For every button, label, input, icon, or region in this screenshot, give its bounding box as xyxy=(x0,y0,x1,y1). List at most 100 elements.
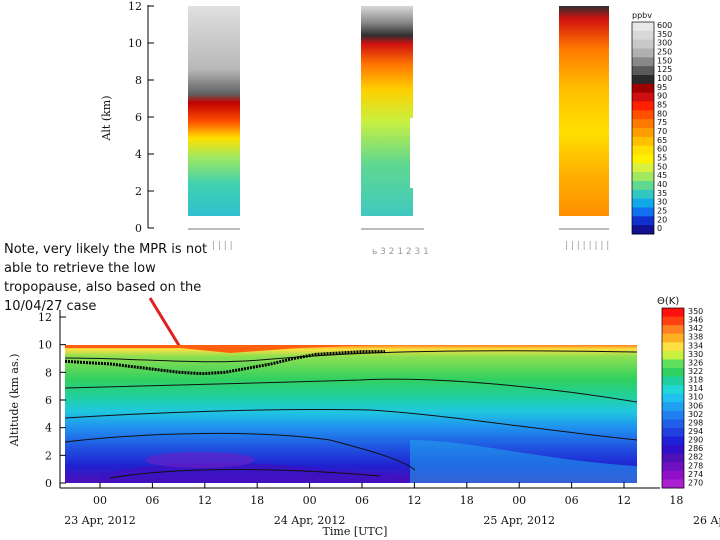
colorbar-label: 290 xyxy=(688,436,703,445)
colorbar-label: 95 xyxy=(657,83,667,92)
colorbar-swatch xyxy=(632,136,654,147)
bottom-x-tick-label: 12 xyxy=(198,494,212,507)
colorbar-swatch xyxy=(632,207,654,217)
bottom-y-tick-label: 12 xyxy=(38,311,52,324)
colorbar-swatch xyxy=(662,479,684,489)
tropopause-markers xyxy=(64,350,385,376)
bottom-x-tick-label: 00 xyxy=(93,494,107,507)
colorbar-label: 334 xyxy=(688,341,703,350)
colorbar-label: 150 xyxy=(657,56,672,65)
colorbar-label: 50 xyxy=(657,162,667,171)
top-colorbar-unit: ppbv xyxy=(632,11,652,20)
colorbar-swatch xyxy=(662,368,684,378)
colorbar-label: 342 xyxy=(688,324,703,333)
colorbar-label: 45 xyxy=(657,171,667,180)
bottom-theta-chart: 0 2 4 6 8 10 12 00 06 12 18 00 06 12 18 00 06 12 18 23 Ap… xyxy=(8,296,720,538)
top-y-tick-label: 10 xyxy=(128,37,142,50)
colorbar-label: 322 xyxy=(688,367,703,376)
colorbar-swatch xyxy=(632,57,654,67)
colorbar-swatch xyxy=(662,393,684,403)
colorbar-label: 310 xyxy=(688,393,703,402)
bottom-date-label: 26 Apr, 2012 xyxy=(693,514,720,527)
colorbar-label: 350 xyxy=(657,30,672,39)
top-y-tick-label: 6 xyxy=(135,111,142,124)
colorbar-swatch xyxy=(662,402,684,412)
colorbar-label: 306 xyxy=(688,401,703,410)
colorbar-swatch xyxy=(662,342,684,352)
colorbar-swatch xyxy=(662,385,684,395)
colorbar-swatch xyxy=(662,308,684,318)
colorbar-label: 270 xyxy=(688,478,703,487)
colorbar-label: 75 xyxy=(657,118,667,127)
colorbar-label: 298 xyxy=(688,418,703,427)
colorbar-swatch xyxy=(662,470,684,480)
colorbar-swatch xyxy=(662,350,684,360)
colorbar-label: 30 xyxy=(657,198,667,207)
colorbar-label: 346 xyxy=(688,316,703,325)
bottom-x-tick-label: 00 xyxy=(303,494,317,507)
ozone-panel-1 xyxy=(188,6,240,216)
bottom-x-tick-label: 00 xyxy=(512,494,526,507)
bottom-date-label: 24 Apr, 2012 xyxy=(274,514,346,527)
top-y-tick-label: 2 xyxy=(135,185,142,198)
colorbar-label: 278 xyxy=(688,461,703,470)
top-y-tick-label: 8 xyxy=(135,74,142,87)
bottom-y-tick-label: 4 xyxy=(45,422,52,435)
top-ozone-chart: 0 2 4 6 8 10 12 Alt (km) ь 3 2 1 2 3 1 | | | |… xyxy=(100,0,672,257)
svg-text:| | | | | | | |: | | | | | | | | xyxy=(565,241,609,251)
colorbar-swatch xyxy=(632,110,654,120)
bottom-date-label: 23 Apr, 2012 xyxy=(64,514,136,527)
colorbar-label: 294 xyxy=(688,427,703,436)
colorbar-swatch xyxy=(632,101,654,111)
bottom-x-tick-label: 12 xyxy=(617,494,631,507)
colorbar-label: 70 xyxy=(657,127,667,136)
colorbar-label: 40 xyxy=(657,180,667,189)
bottom-x-tick-label: 12 xyxy=(407,494,421,507)
bottom-date-label: 25 Apr, 2012 xyxy=(483,514,555,527)
colorbar-swatch xyxy=(632,189,654,200)
ozone-panel-3 xyxy=(559,6,609,216)
colorbar-label: 282 xyxy=(688,453,703,462)
annotation-note: Note, very likely the MPR is not able to… xyxy=(4,242,208,314)
bottom-y-tick-label: 6 xyxy=(45,394,52,407)
colorbar-label: 600 xyxy=(657,21,672,30)
svg-text:ь 3 2 1 2 3 1: ь 3 2 1 2 3 1 xyxy=(372,247,429,257)
bottom-y-tick-label: 8 xyxy=(45,366,52,379)
colorbar-swatch xyxy=(632,92,654,102)
colorbar-swatch xyxy=(632,83,654,94)
bottom-x-tick-label: 18 xyxy=(460,494,474,507)
colorbar-swatch xyxy=(662,316,684,326)
ozone-panel-2-gap xyxy=(410,118,422,188)
bottom-x-tick-label: 06 xyxy=(355,494,369,507)
colorbar-label: 55 xyxy=(657,154,667,163)
colorbar-label: 25 xyxy=(657,207,667,216)
colorbar-swatch xyxy=(662,410,684,420)
colorbar-label: 80 xyxy=(657,109,667,118)
colorbar-swatch xyxy=(632,66,654,76)
colorbar-swatch xyxy=(632,119,654,129)
colorbar-swatch xyxy=(632,181,654,191)
bottom-x-axis-label: Time [UTC] xyxy=(323,525,388,538)
colorbar-swatch xyxy=(632,128,654,138)
top-y-axis-label: Alt (km) xyxy=(100,95,113,141)
colorbar-label: 100 xyxy=(657,74,672,83)
colorbar-swatch xyxy=(632,75,654,85)
bottom-x-tick-label: 18 xyxy=(669,494,683,507)
colorbar-label: 125 xyxy=(657,65,672,74)
svg-text:| | | |: | | | | xyxy=(212,241,233,251)
top-colorbar: 6003503002501501251009590858075706560555… xyxy=(631,21,672,235)
colorbar-label: 300 xyxy=(657,39,672,48)
colorbar-swatch xyxy=(632,48,654,58)
bottom-y-tick-label: 2 xyxy=(45,449,52,462)
colorbar-label: 326 xyxy=(688,358,703,367)
top-y-tick-label: 4 xyxy=(135,148,142,161)
colorbar-swatch xyxy=(662,462,684,472)
colorbar-swatch xyxy=(632,163,654,173)
colorbar-swatch xyxy=(632,22,654,32)
colorbar-swatch xyxy=(632,39,654,49)
colorbar-label: 350 xyxy=(688,307,703,316)
colorbar-label: 35 xyxy=(657,189,667,198)
bottom-x-tick-label: 06 xyxy=(565,494,579,507)
colorbar-label: 286 xyxy=(688,444,703,453)
colorbar-swatch xyxy=(632,30,654,41)
